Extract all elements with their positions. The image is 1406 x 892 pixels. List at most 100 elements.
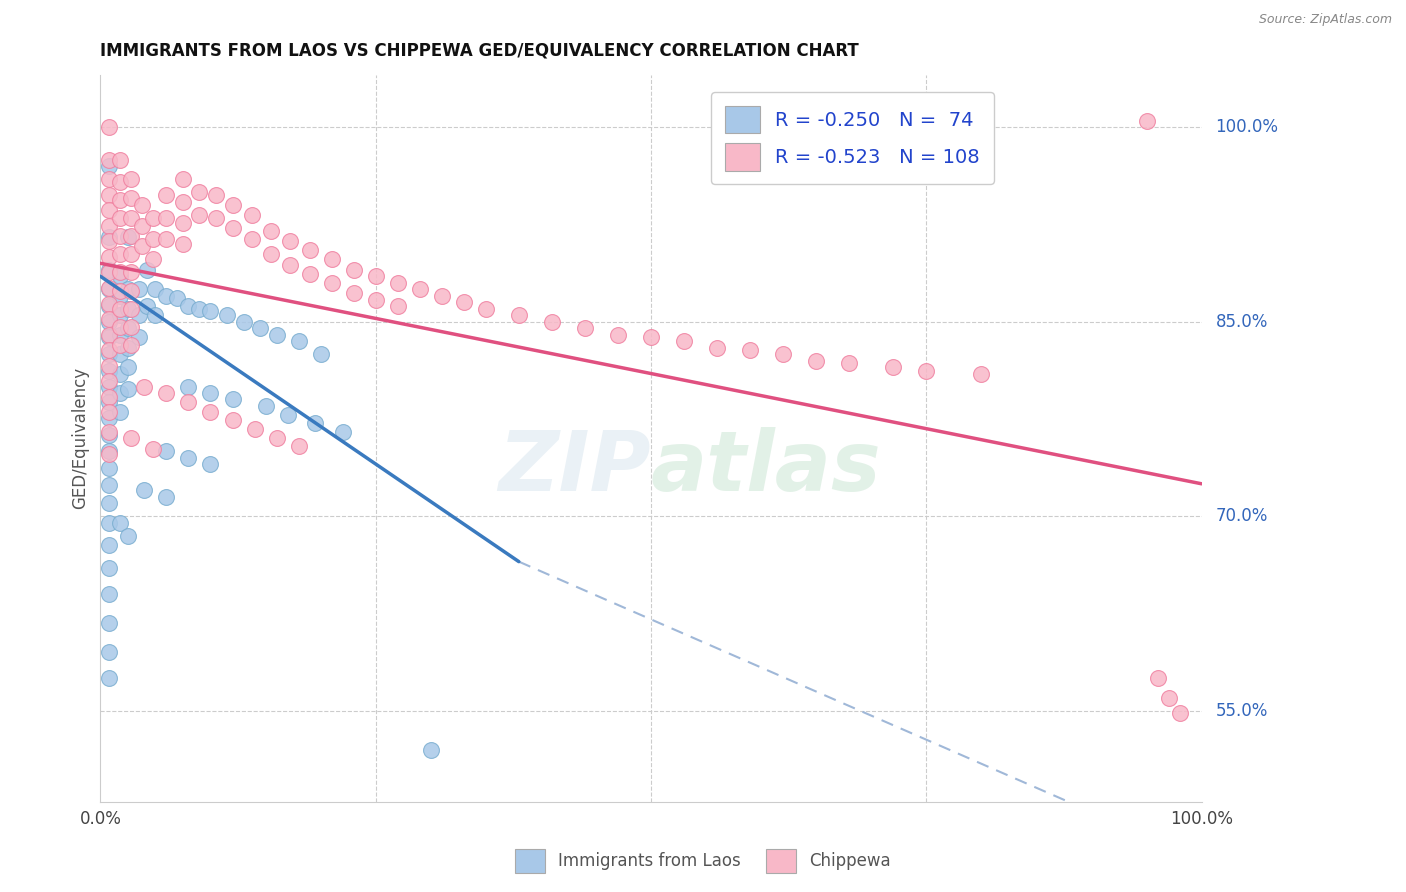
Point	[108, 289, 131, 303]
Point	[108, 347, 131, 361]
Point	[155, 386, 177, 401]
Point	[120, 229, 142, 244]
Point	[98, 672, 121, 686]
Point	[98, 159, 121, 173]
Point	[409, 282, 432, 296]
Point	[98, 538, 121, 552]
Point	[673, 334, 696, 348]
Point	[882, 360, 904, 375]
Point	[108, 247, 131, 261]
Point	[120, 191, 142, 205]
Point	[364, 293, 387, 307]
Point	[98, 395, 121, 409]
Point	[120, 172, 142, 186]
Point	[177, 299, 200, 313]
Point	[117, 341, 139, 355]
Point	[205, 187, 228, 202]
Point	[277, 408, 299, 422]
Point	[640, 330, 662, 344]
Point	[298, 267, 321, 281]
Point	[98, 315, 121, 329]
Point	[266, 327, 288, 342]
Point	[135, 262, 157, 277]
Point	[98, 347, 121, 361]
Text: 55.0%: 55.0%	[1216, 702, 1268, 720]
Y-axis label: GED/Equivalency: GED/Equivalency	[72, 368, 89, 509]
Point	[1168, 706, 1191, 721]
Point	[304, 416, 326, 430]
Point	[200, 386, 222, 401]
Point	[98, 561, 121, 575]
Point	[98, 203, 121, 218]
Point	[172, 195, 194, 210]
Text: Source: ZipAtlas.com: Source: ZipAtlas.com	[1258, 13, 1392, 27]
Point	[278, 258, 301, 272]
Text: ZIP: ZIP	[498, 427, 651, 508]
Point	[142, 232, 165, 246]
Point	[1146, 672, 1168, 686]
Point	[108, 193, 131, 207]
Point	[287, 334, 309, 348]
Point	[343, 262, 366, 277]
Point	[98, 447, 121, 461]
Point	[98, 312, 121, 326]
Point	[177, 395, 200, 409]
Point	[915, 364, 938, 378]
Point	[188, 185, 211, 199]
Point	[155, 187, 177, 202]
Point	[98, 444, 121, 458]
Point	[120, 431, 142, 445]
Point	[98, 461, 121, 475]
Legend: R = -0.250   N =  74, R = -0.523   N = 108: R = -0.250 N = 74, R = -0.523 N = 108	[711, 92, 994, 184]
Point	[128, 282, 150, 296]
Point	[108, 308, 131, 322]
Point	[249, 321, 271, 335]
Point	[387, 276, 409, 290]
Point	[419, 742, 441, 756]
Point	[108, 367, 131, 381]
Point	[321, 252, 343, 267]
Point	[254, 399, 277, 413]
Point	[108, 153, 131, 167]
Point	[128, 308, 150, 322]
Point	[98, 219, 121, 233]
Point	[243, 422, 266, 436]
Point	[98, 615, 121, 630]
Point	[98, 390, 121, 404]
Point	[260, 224, 283, 238]
Point	[98, 410, 121, 425]
Point	[117, 382, 139, 396]
Point	[120, 338, 142, 352]
Point	[108, 265, 131, 279]
Point	[1135, 113, 1157, 128]
Point	[131, 219, 153, 233]
Point	[200, 458, 222, 472]
Point	[453, 295, 475, 310]
Point	[221, 198, 243, 212]
Point	[266, 431, 288, 445]
Point	[98, 516, 121, 530]
Point	[108, 175, 131, 189]
Point	[117, 529, 139, 543]
Point	[98, 265, 121, 279]
Point	[240, 208, 263, 222]
Point	[128, 330, 150, 344]
Point	[134, 483, 156, 498]
Point	[131, 198, 153, 212]
Point	[607, 327, 630, 342]
Point	[98, 375, 121, 389]
Point	[98, 230, 121, 244]
Point	[108, 319, 131, 334]
Point	[98, 327, 121, 342]
Point	[98, 364, 121, 378]
Point	[142, 442, 165, 456]
Point	[120, 265, 142, 279]
Legend: Immigrants from Laos, Chippewa: Immigrants from Laos, Chippewa	[509, 842, 897, 880]
Point	[120, 211, 142, 225]
Point	[806, 353, 828, 368]
Point	[98, 587, 121, 601]
Point	[108, 229, 131, 244]
Point	[98, 299, 121, 313]
Point	[120, 301, 142, 316]
Point	[142, 252, 165, 267]
